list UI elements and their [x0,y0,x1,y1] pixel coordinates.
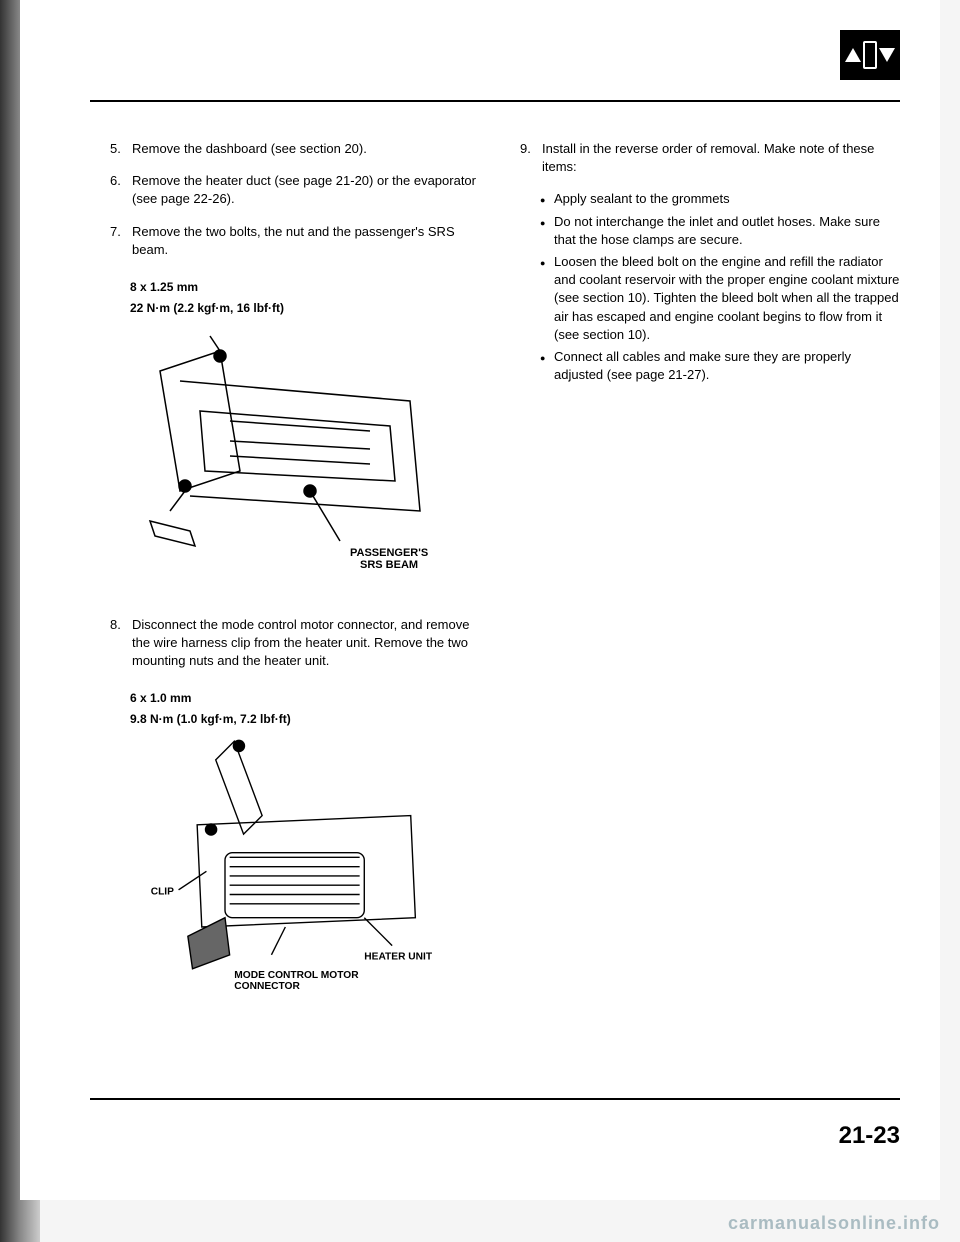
step-text: Remove the heater duct (see page 21-20) … [132,172,490,208]
page-number: 21-23 [839,1122,900,1150]
watermark: carmanualsonline.info [728,1213,940,1234]
bullet-item: Apply sealant to the grommets [540,190,900,208]
step-text: Remove the two bolts, the nut and the pa… [132,223,490,259]
figure-srs-beam: 8 x 1.25 mm 22 N·m (2.2 kgf·m, 16 lbf·ft… [130,279,490,586]
torque-spec-label: 6 x 1.0 mm [130,690,490,707]
step-number: 7. [110,223,132,259]
left-column: 5. Remove the dashboard (see section 20)… [110,140,490,1027]
callout-heater: HEATER UNIT [364,951,433,962]
bullet-text: Apply sealant to the grommets [554,190,900,208]
bullet-text: Do not interchange the inlet and outlet … [554,213,900,249]
arrow-up-icon [845,48,861,62]
callout-clip: CLIP [151,886,174,897]
top-rule [90,100,900,102]
bullet-icon [540,253,554,344]
bullet-item: Loosen the bleed bolt on the engine and … [540,253,900,344]
step-number: 6. [110,172,132,208]
step-5: 5. Remove the dashboard (see section 20)… [110,140,490,158]
step-7: 7. Remove the two bolts, the nut and the… [110,223,490,259]
bullet-item: Connect all cables and make sure they ar… [540,348,900,384]
step-number: 5. [110,140,132,158]
step-9: 9. Install in the reverse order of remov… [520,140,900,176]
step-text: Install in the reverse order of removal.… [542,140,900,176]
callout-motor: CONNECTOR [234,981,300,992]
heater-unit-diagram: CLIP HEATER UNIT MODE CONTROL MOTOR CONN… [130,732,450,992]
arrow-down-icon [879,48,895,62]
bullet-icon [540,213,554,249]
step-text: Disconnect the mode control motor connec… [132,616,490,671]
notes-list: Apply sealant to the grommets Do not int… [520,190,900,384]
page-content: 5. Remove the dashboard (see section 20)… [110,140,900,1027]
bullet-icon [540,190,554,208]
callout-label: SRS BEAM [360,559,418,571]
figure-heater-unit: 6 x 1.0 mm 9.8 N·m (1.0 kgf·m, 7.2 lbf·f… [130,690,490,997]
callout-label: PASSENGER'S [350,547,428,559]
door-icon [863,41,877,69]
torque-value-label: 22 N·m (2.2 kgf·m, 16 lbf·ft) [130,300,490,317]
manual-page: 5. Remove the dashboard (see section 20)… [20,0,940,1200]
section-icon [840,30,900,80]
bottom-rule [90,1098,900,1100]
torque-spec-label: 8 x 1.25 mm [130,279,490,296]
bullet-icon [540,348,554,384]
srs-beam-diagram: PASSENGER'S SRS BEAM [130,321,450,581]
bullet-item: Do not interchange the inlet and outlet … [540,213,900,249]
step-8: 8. Disconnect the mode control motor con… [110,616,490,671]
callout-motor: MODE CONTROL MOTOR [234,970,359,981]
step-number: 9. [520,140,542,176]
step-number: 8. [110,616,132,671]
bullet-text: Connect all cables and make sure they ar… [554,348,900,384]
torque-value-label: 9.8 N·m (1.0 kgf·m, 7.2 lbf·ft) [130,711,490,728]
bullet-text: Loosen the bleed bolt on the engine and … [554,253,900,344]
step-6: 6. Remove the heater duct (see page 21-2… [110,172,490,208]
right-column: 9. Install in the reverse order of remov… [520,140,900,1027]
step-text: Remove the dashboard (see section 20). [132,140,490,158]
